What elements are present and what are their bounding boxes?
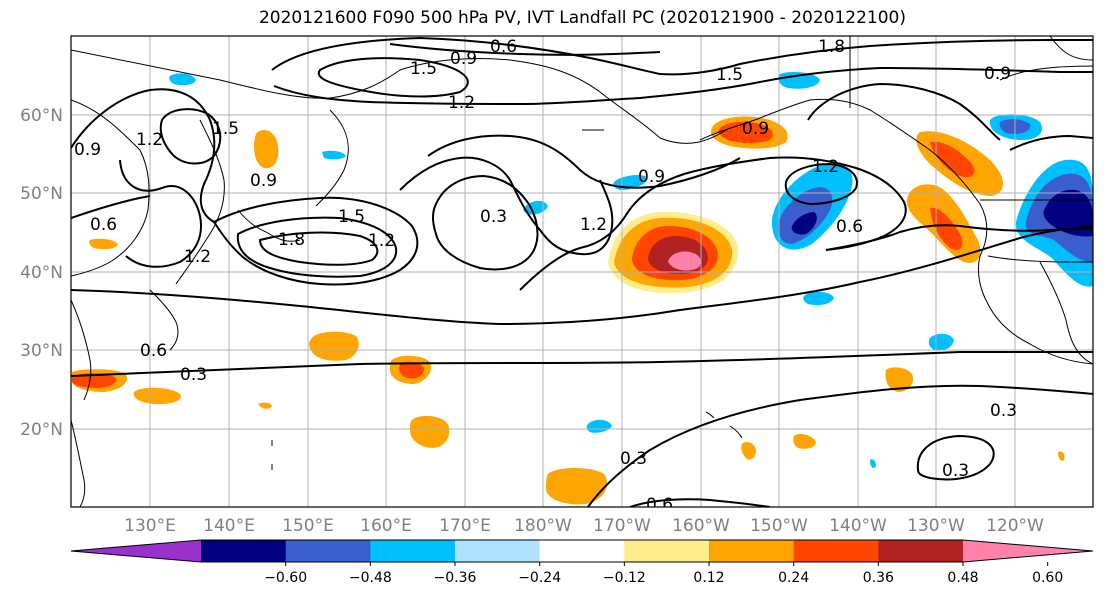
lat-tick-label: 30°N [20, 341, 63, 361]
contour-label: 0.3 [180, 365, 207, 385]
contour-label: 1.2 [580, 215, 607, 235]
contour-label: 1.5 [338, 207, 365, 227]
contour-label: 0.9 [638, 167, 665, 187]
lon-tick-label: 170°E [439, 516, 491, 536]
contour-label: 0.9 [250, 171, 277, 191]
lon-tick-label: 140°W [829, 516, 887, 536]
contour-label: 1.8 [818, 37, 845, 57]
map-frame [70, 35, 1094, 508]
lon-tick-label: 140°E [203, 516, 255, 536]
colorbar-segment [201, 540, 287, 562]
colorbar-tick-label: 0.60 [1032, 570, 1063, 586]
ivt-shading [72, 72, 1093, 505]
positive-anomaly-region [254, 130, 279, 169]
lon-tick-label: 180°W [514, 516, 572, 536]
colorbar-segment [455, 540, 541, 562]
positive-anomaly-region [546, 468, 608, 505]
lat-tick-label: 50°N [20, 184, 63, 204]
colorbar-segment [878, 540, 964, 562]
contour-label: 1.2 [368, 231, 395, 251]
colorbar-outline [70, 539, 1094, 563]
lat-tick-label: 20°N [20, 420, 63, 440]
colorbar-segment [709, 540, 795, 562]
lon-tick-label: 160°W [672, 516, 730, 536]
contour-label: 0.6 [646, 495, 673, 515]
contour-label: 1.5 [212, 119, 239, 139]
contour-label: 0.6 [836, 217, 863, 237]
colorbar-tick-label: 0.24 [778, 570, 809, 586]
coastlines [71, 36, 1093, 507]
contour-label: 1.5 [716, 65, 743, 85]
contour-label-group: 0.6 1.8 0.9 1.5 1.5 0.9 1.2 1.2 1.5 0.9 … [74, 37, 1017, 515]
lon-tick-label: 130°E [124, 516, 176, 536]
contour-label: 0.9 [742, 119, 769, 139]
longitude-labels: 130°E 140°E 150°E 160°E 170°E 180°W 170°… [124, 516, 1044, 536]
colorbar-extend-low [71, 540, 201, 562]
contour-label: 1.8 [278, 230, 305, 250]
contour-label: 0.3 [620, 449, 647, 469]
colorbar-segment [539, 540, 625, 562]
colorbar-tick-label: −0.48 [349, 570, 392, 586]
colorbar-tick-label: −0.24 [518, 570, 561, 586]
lon-tick-label: 170°W [593, 516, 651, 536]
positive-anomaly-region [410, 415, 450, 448]
map-title: 2020121600 F090 500 hPa PV, IVT Landfall… [258, 8, 906, 28]
positive-anomaly-region [89, 238, 118, 250]
colorbar-tick-label: −0.12 [603, 570, 646, 586]
positive-anomaly-region [133, 387, 181, 404]
colorbar-tick-label: −0.60 [264, 570, 307, 586]
contour-label: 0.6 [140, 341, 167, 361]
contour-label: 0.3 [942, 461, 969, 481]
contour-label: 0.9 [74, 140, 101, 160]
colorbar-segment [793, 540, 879, 562]
contour-label: 1.2 [184, 247, 211, 267]
lat-tick-label: 60°N [20, 106, 63, 126]
contour-label: 0.6 [490, 37, 517, 57]
colorbar-segment [624, 540, 710, 562]
lon-tick-label: 160°E [360, 516, 412, 536]
lon-tick-label: 150°E [282, 516, 334, 536]
contour-label: 1.2 [448, 93, 475, 113]
graticule [71, 36, 1093, 507]
contour-label: 1.2 [136, 130, 163, 150]
colorbar-segment [370, 540, 456, 562]
contour-label: 0.3 [480, 207, 507, 227]
colorbar-segment [285, 540, 371, 562]
contour-label: 0.9 [984, 64, 1011, 84]
colorbar-tick-label: −0.36 [434, 570, 477, 586]
colorbar-tick-label: 0.48 [947, 570, 978, 586]
pv-contours [71, 36, 1093, 507]
contour-label: 1.2 [812, 157, 839, 177]
colorbar: −0.60 −0.48 −0.36 −0.24 −0.12 0.12 0.24 0.36 0.4… [70, 539, 1094, 586]
contour-label: 0.3 [990, 401, 1017, 421]
lat-tick-label: 40°N [20, 263, 63, 283]
positive-anomaly-region [885, 367, 914, 392]
colorbar-tick-label: 0.12 [693, 570, 724, 586]
colorbar-extend-high [963, 540, 1093, 562]
contour-label: 0.6 [90, 215, 117, 235]
latitude-labels: 60°N 50°N 40°N 30°N 20°N [20, 106, 63, 440]
contour-label: 0.9 [450, 49, 477, 69]
lon-tick-label: 120°W [986, 516, 1044, 536]
positive-anomaly-region [309, 331, 359, 361]
lon-tick-label: 130°W [907, 516, 965, 536]
colorbar-tick-label: 0.36 [863, 570, 894, 586]
lon-tick-label: 150°W [750, 516, 808, 536]
contour-label: 1.5 [410, 59, 437, 79]
